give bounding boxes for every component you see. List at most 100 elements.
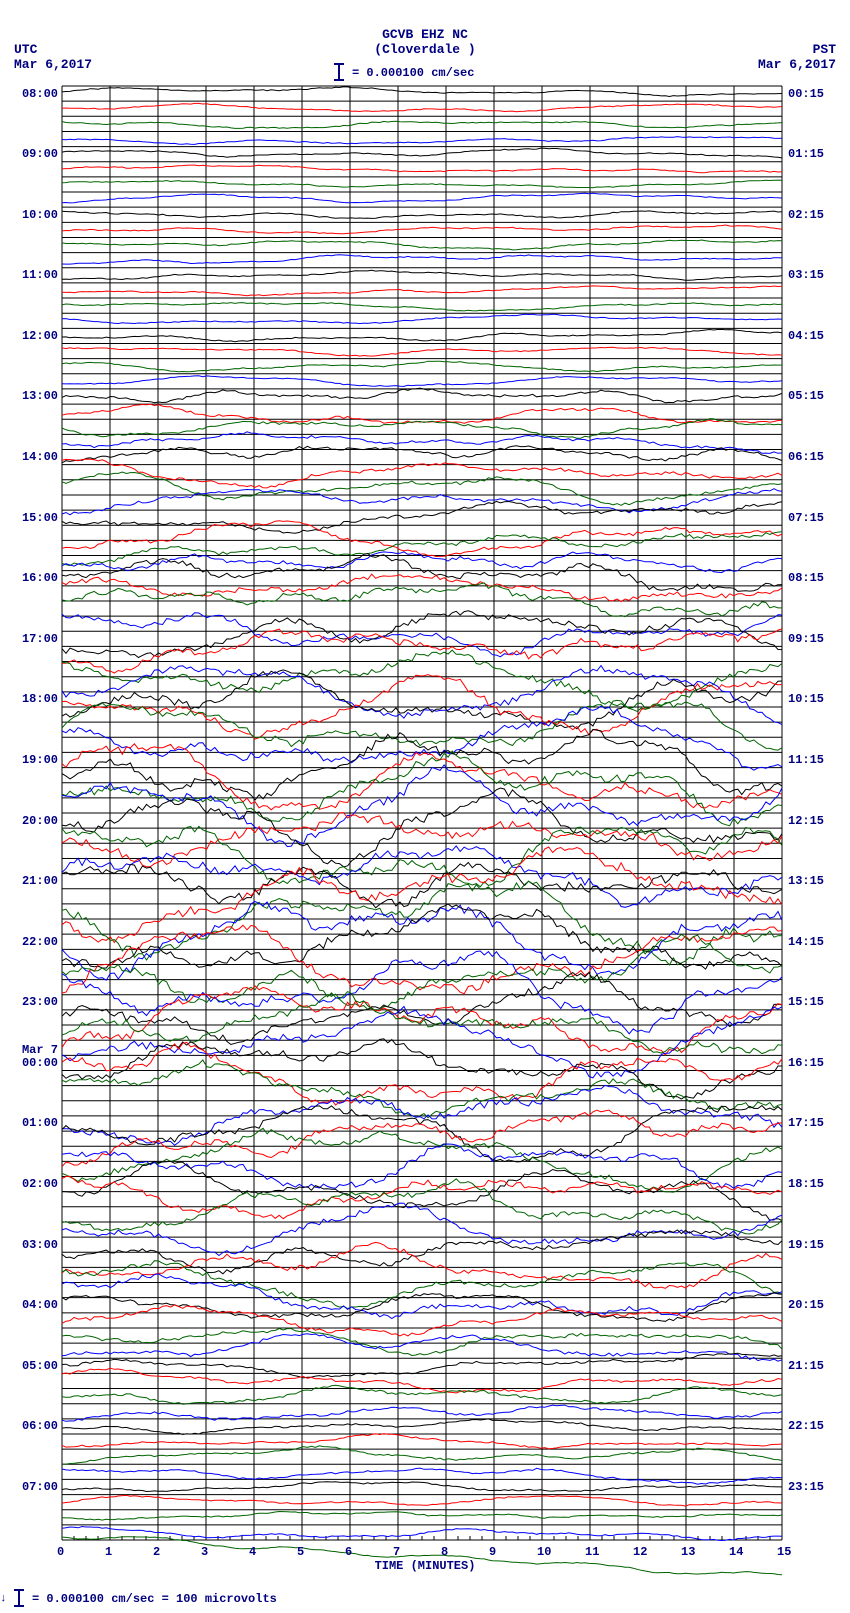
seismic-trace — [62, 1495, 782, 1506]
utc-time-label: 13:00 — [22, 390, 58, 402]
pst-time-label: 08:15 — [788, 572, 824, 584]
pst-time-label: 12:15 — [788, 815, 824, 827]
seismic-trace — [62, 148, 782, 158]
seismic-trace — [62, 137, 782, 145]
utc-time-label: 01:00 — [22, 1117, 58, 1129]
seismic-trace — [62, 121, 782, 128]
seismic-trace — [62, 583, 782, 617]
seismic-trace — [62, 314, 782, 323]
utc-time-label: 07:00 — [22, 1481, 58, 1493]
pst-time-label: 01:15 — [788, 148, 824, 160]
utc-time-label: 21:00 — [22, 875, 58, 887]
seismic-trace — [62, 902, 782, 981]
utc-time-label: 10:00 — [22, 209, 58, 221]
seismic-trace — [62, 459, 782, 488]
seismic-trace — [62, 432, 782, 454]
pst-time-label: 03:15 — [788, 269, 824, 281]
pst-time-label: 11:15 — [788, 754, 824, 766]
seismic-trace — [62, 1274, 782, 1319]
pst-time-label: 23:15 — [788, 1481, 824, 1493]
seismic-trace — [62, 1039, 782, 1099]
utc-time-label: 00:00 — [22, 1057, 58, 1069]
seismogram-plot — [0, 0, 850, 1613]
pst-time-label: 14:15 — [788, 936, 824, 948]
x-tick-label: 4 — [249, 1546, 256, 1558]
seismic-trace — [62, 629, 782, 673]
seismic-trace — [62, 700, 782, 750]
utc-time-label: 14:00 — [22, 451, 58, 463]
x-tick-label: 3 — [201, 1546, 208, 1558]
utc-time-label: 20:00 — [22, 815, 58, 827]
seismic-trace — [62, 1176, 782, 1218]
pst-time-label: 17:15 — [788, 1117, 824, 1129]
seismic-trace — [62, 751, 782, 826]
seismic-trace — [62, 103, 782, 111]
seismic-trace — [62, 1446, 782, 1464]
pst-time-label: 22:15 — [788, 1420, 824, 1432]
pst-time-label: 15:15 — [788, 996, 824, 1008]
x-tick-label: 15 — [777, 1546, 791, 1558]
utc-time-label: 06:00 — [22, 1420, 58, 1432]
seismic-trace — [62, 376, 782, 387]
utc-time-label: 08:00 — [22, 88, 58, 100]
seismic-trace — [62, 765, 782, 847]
utc-time-label: 18:00 — [22, 693, 58, 705]
seismic-trace — [62, 521, 782, 557]
seismic-trace — [62, 1434, 782, 1449]
seismic-trace — [62, 1106, 782, 1162]
utc-time-label: 23:00 — [22, 996, 58, 1008]
x-tick-label: 1 — [105, 1546, 112, 1558]
pst-time-label: 07:15 — [788, 512, 824, 524]
seismic-trace — [62, 1261, 782, 1309]
x-tick-label: 6 — [345, 1546, 352, 1558]
seismogram-container: UTC PST Mar 6,2017 Mar 6,2017 GCVB EHZ N… — [0, 0, 850, 1613]
utc-time-label: 16:00 — [22, 572, 58, 584]
seismic-trace — [62, 1419, 782, 1435]
pst-time-label: 21:15 — [788, 1360, 824, 1372]
pst-time-label: 19:15 — [788, 1239, 824, 1251]
footer-scale-text: = 0.000100 cm/sec = 100 microvolts — [32, 1593, 277, 1605]
seismic-trace — [62, 87, 782, 97]
seismic-trace — [62, 934, 782, 1010]
utc-time-label: 03:00 — [22, 1239, 58, 1251]
utc-time-label: 02:00 — [22, 1178, 58, 1190]
seismic-trace — [62, 706, 782, 770]
seismic-trace — [62, 446, 782, 463]
seismic-trace — [62, 472, 782, 505]
seismic-trace — [62, 1353, 782, 1378]
x-tick-label: 7 — [393, 1546, 400, 1558]
x-tick-label: 13 — [681, 1546, 695, 1558]
seismic-trace — [62, 180, 782, 188]
seismic-trace — [62, 1060, 782, 1118]
seismic-trace — [62, 973, 782, 1045]
seismic-trace — [62, 240, 782, 250]
pst-time-label: 10:15 — [788, 693, 824, 705]
pst-time-label: 16:15 — [788, 1057, 824, 1069]
seismic-trace — [62, 1329, 782, 1356]
seismic-trace — [62, 532, 782, 566]
seismic-trace — [62, 666, 782, 725]
x-tick-label: 9 — [489, 1546, 496, 1558]
seismic-trace — [62, 303, 782, 311]
pst-time-label: 04:15 — [788, 330, 824, 342]
x-tick-label: 11 — [585, 1546, 599, 1558]
pst-time-label: 05:15 — [788, 390, 824, 402]
seismic-trace — [62, 329, 782, 341]
seismic-trace — [62, 225, 782, 234]
seismic-trace — [62, 165, 782, 173]
pst-time-label: 20:15 — [788, 1299, 824, 1311]
pst-time-label: 00:15 — [788, 88, 824, 100]
seismic-trace — [62, 361, 782, 372]
x-axis-label: TIME (MINUTES) — [0, 1560, 850, 1572]
seismic-trace — [62, 286, 782, 296]
utc-time-label: 15:00 — [22, 512, 58, 524]
x-tick-label: 12 — [633, 1546, 647, 1558]
seismic-trace — [62, 388, 782, 403]
x-tick-label: 0 — [57, 1546, 64, 1558]
x-tick-label: 2 — [153, 1546, 160, 1558]
seismic-trace — [62, 847, 782, 943]
seismic-trace — [62, 1512, 782, 1521]
pst-time-label: 13:15 — [788, 875, 824, 887]
seismic-trace — [62, 992, 782, 1054]
x-tick-label: 5 — [297, 1546, 304, 1558]
